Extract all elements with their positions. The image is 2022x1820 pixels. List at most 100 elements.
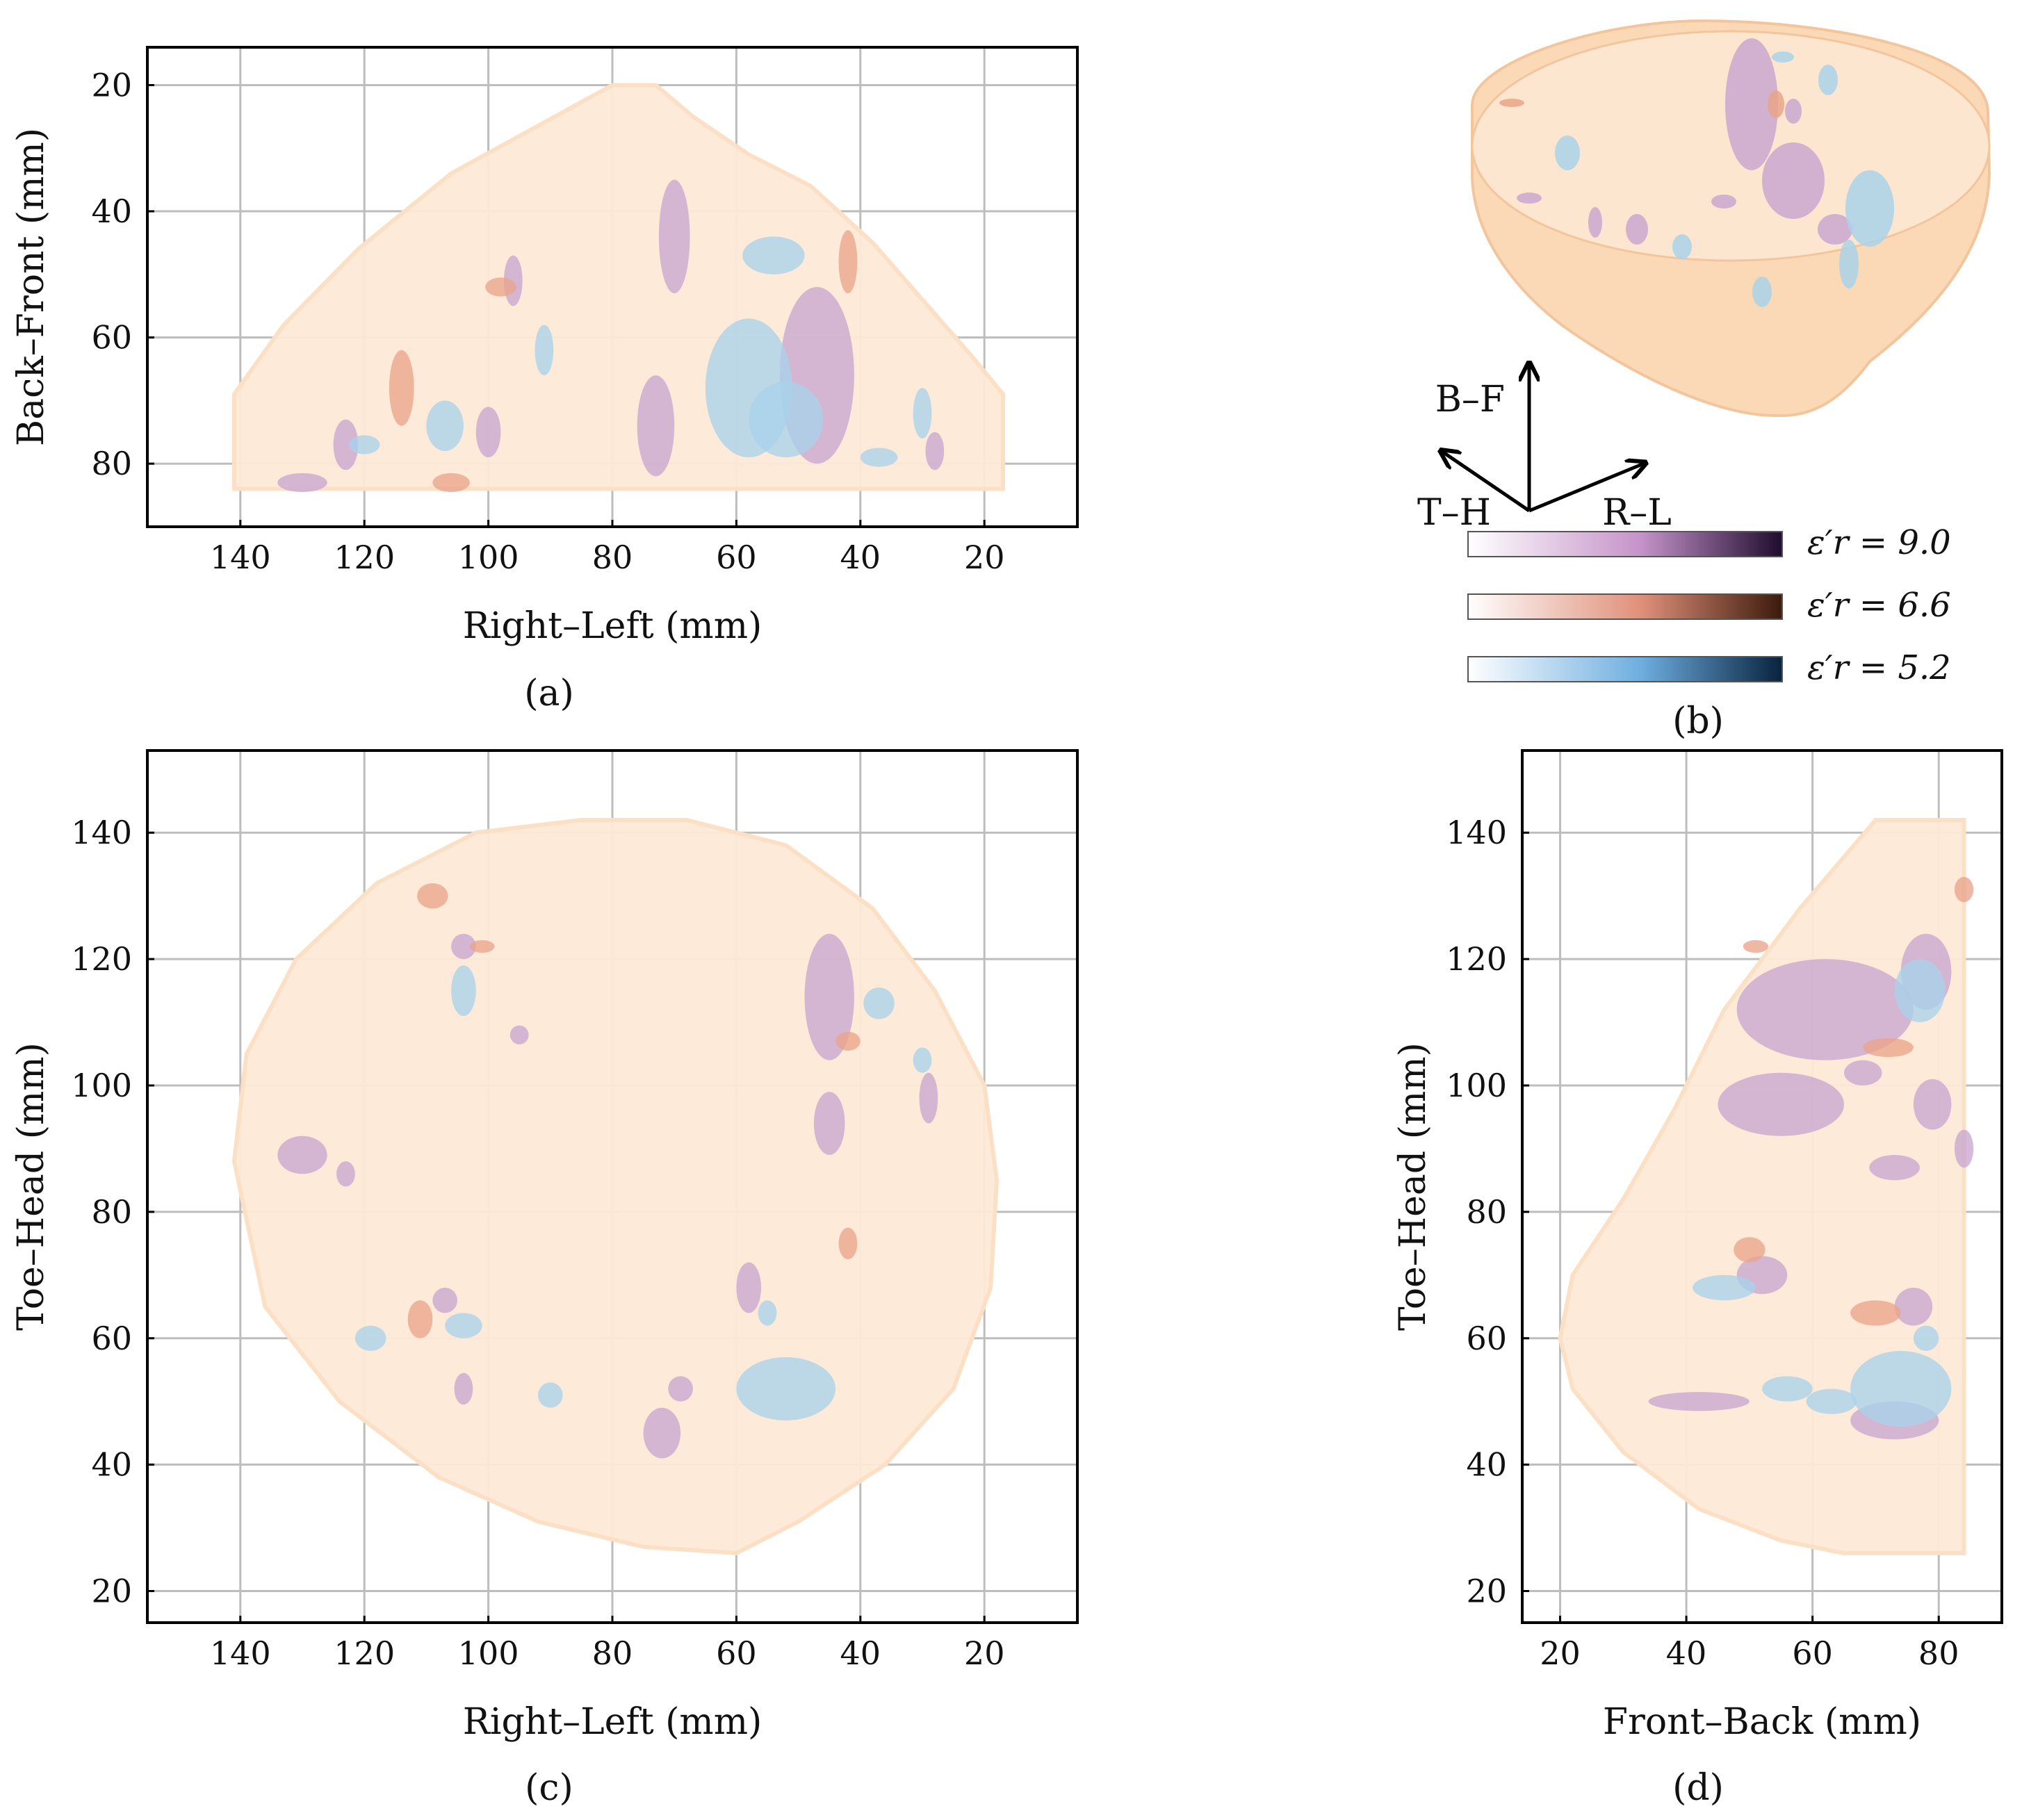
region-eps-5-2 [913, 1047, 932, 1073]
y-tick-label: 140 [1446, 814, 1507, 851]
y-tick-label: 80 [91, 445, 132, 482]
x-tick-label: 80 [1918, 1634, 1959, 1672]
region-eps-6-6 [485, 277, 516, 297]
region-eps-9-0 [277, 1136, 327, 1174]
region-eps-5-2 [1693, 1274, 1756, 1301]
region-eps-6-6 [1863, 1038, 1914, 1058]
panel-c: 140 120 100 80 60 40 20 20 40 60 80 100 120 140 Right–… [10, 749, 1079, 1809]
y-tick-label: 40 [1466, 1446, 1507, 1484]
plot-area [1558, 818, 1974, 1555]
y-tick-label: 60 [1466, 1320, 1507, 1357]
x-axis-label: Right–Left (mm) [463, 605, 763, 647]
region-eps-9-0 [277, 473, 327, 493]
x-axis-label: Right–Left (mm) [463, 1701, 763, 1743]
axis-label-bf: B–F [1435, 379, 1505, 420]
x-tick-label: 60 [716, 1634, 757, 1672]
region-eps-9-0 [1913, 1079, 1952, 1130]
region-eps-9-0 [1894, 1288, 1933, 1326]
region-eps-9-0 [813, 1092, 845, 1156]
y-tick-label: 60 [91, 319, 132, 356]
region-3d-eps-5-2 [1772, 51, 1794, 63]
region-eps-9-0 [736, 1262, 762, 1313]
region-3d-eps-9-0 [1785, 99, 1802, 124]
region-eps-9-0 [1954, 1129, 1974, 1168]
axis-label-th: T–H [1417, 492, 1491, 534]
region-3d-eps-5-2 [1818, 65, 1838, 95]
x-tick-label: 140 [210, 1634, 271, 1672]
region-3d-eps-5-2 [1672, 234, 1692, 259]
region-eps-5-2 [451, 965, 476, 1016]
x-tick-label: 80 [592, 539, 633, 576]
region-eps-5-2 [445, 1313, 482, 1338]
axis-label-rl: R–L [1602, 492, 1672, 534]
plot-frame [1521, 749, 2003, 1624]
region-eps-9-0 [475, 407, 501, 458]
tissue-outline [231, 818, 1000, 1556]
x-tick-label: 60 [1792, 1634, 1833, 1672]
region-3d-eps-9-0 [1626, 214, 1648, 245]
y-tick-label: 100 [71, 1067, 132, 1104]
region-eps-9-0 [509, 1025, 529, 1044]
y-tick-label: 40 [91, 1446, 132, 1484]
region-eps-6-6 [1734, 1237, 1766, 1263]
x-tick-label: 40 [1666, 1634, 1707, 1672]
region-eps-6-6 [417, 883, 448, 909]
region-eps-6-6 [835, 1031, 861, 1051]
colorbar-label: ε′r = 5.2 [1807, 648, 1951, 687]
y-tick-label: 80 [91, 1193, 132, 1231]
region-3d-eps-6-6 [1768, 90, 1784, 118]
region-3d-eps-5-2 [1839, 240, 1859, 288]
region-eps-5-2 [913, 388, 932, 438]
x-tick-label: 40 [840, 539, 881, 576]
region-eps-5-2 [1806, 1388, 1857, 1414]
panel-a: 140 120 100 80 60 40 20 20 40 60 80 Right–Left (mm)… [10, 46, 1079, 714]
y-tick-label: 20 [91, 66, 132, 104]
region-3d-eps-5-2 [1555, 136, 1580, 170]
arrow-th [1442, 452, 1531, 513]
region-eps-9-0 [1736, 959, 1914, 1060]
region-eps-5-2 [758, 1300, 777, 1326]
region-3d-eps-9-0 [1762, 142, 1825, 219]
region-3d-eps-9-0 [1711, 195, 1736, 208]
y-axis-label: Back–Front (mm) [10, 128, 52, 446]
region-3d-eps-5-2 [1752, 277, 1772, 307]
x-tick-label: 120 [334, 539, 395, 576]
region-eps-5-2 [1762, 1376, 1813, 1402]
region-eps-9-0 [1869, 1155, 1920, 1181]
panel-caption: (b) [1672, 700, 1724, 742]
y-axis-label: Toe–Head (mm) [1392, 1042, 1434, 1331]
arrow-rl [1528, 464, 1644, 513]
y-axis-label: Toe–Head (mm) [10, 1042, 52, 1331]
x-tick-label: 20 [964, 1634, 1005, 1672]
y-tick-label: 120 [71, 940, 132, 978]
region-eps-5-2 [1913, 1325, 1939, 1351]
region-3d-eps-9-0 [1517, 192, 1542, 204]
region-eps-9-0 [658, 179, 690, 294]
region-eps-5-2 [1894, 959, 1946, 1023]
panel-caption: (d) [1672, 1767, 1724, 1809]
colorbar-label: ε′r = 9.0 [1807, 523, 1951, 562]
y-tick-label: 120 [1446, 940, 1507, 978]
y-tick-label: 40 [91, 192, 132, 230]
y-tick-label: 80 [1466, 1193, 1507, 1231]
region-eps-9-0 [333, 419, 359, 470]
x-tick-label: 20 [1540, 1634, 1581, 1672]
region-eps-9-0 [919, 1072, 938, 1124]
region-eps-9-0 [432, 1288, 457, 1313]
x-tick-label: 100 [458, 1634, 519, 1672]
panel-caption: (c) [525, 1767, 573, 1809]
x-axis-label: Front–Back (mm) [1603, 1701, 1921, 1743]
colorbar-label: ε′r = 6.6 [1807, 586, 1951, 625]
x-tick-label: 100 [458, 539, 519, 576]
region-eps-6-6 [1954, 876, 1974, 903]
y-tick-label: 60 [91, 1320, 132, 1357]
region-eps-9-0 [1844, 1060, 1882, 1085]
colorbar-eps-6-6 [1467, 593, 1783, 620]
x-tick-label: 20 [964, 539, 1005, 576]
y-tick-label: 140 [71, 814, 132, 851]
region-eps-9-0 [668, 1376, 693, 1402]
region-eps-6-6 [389, 350, 414, 426]
region-3d-eps-9-0 [1725, 38, 1778, 170]
region-eps-9-0 [637, 375, 675, 477]
